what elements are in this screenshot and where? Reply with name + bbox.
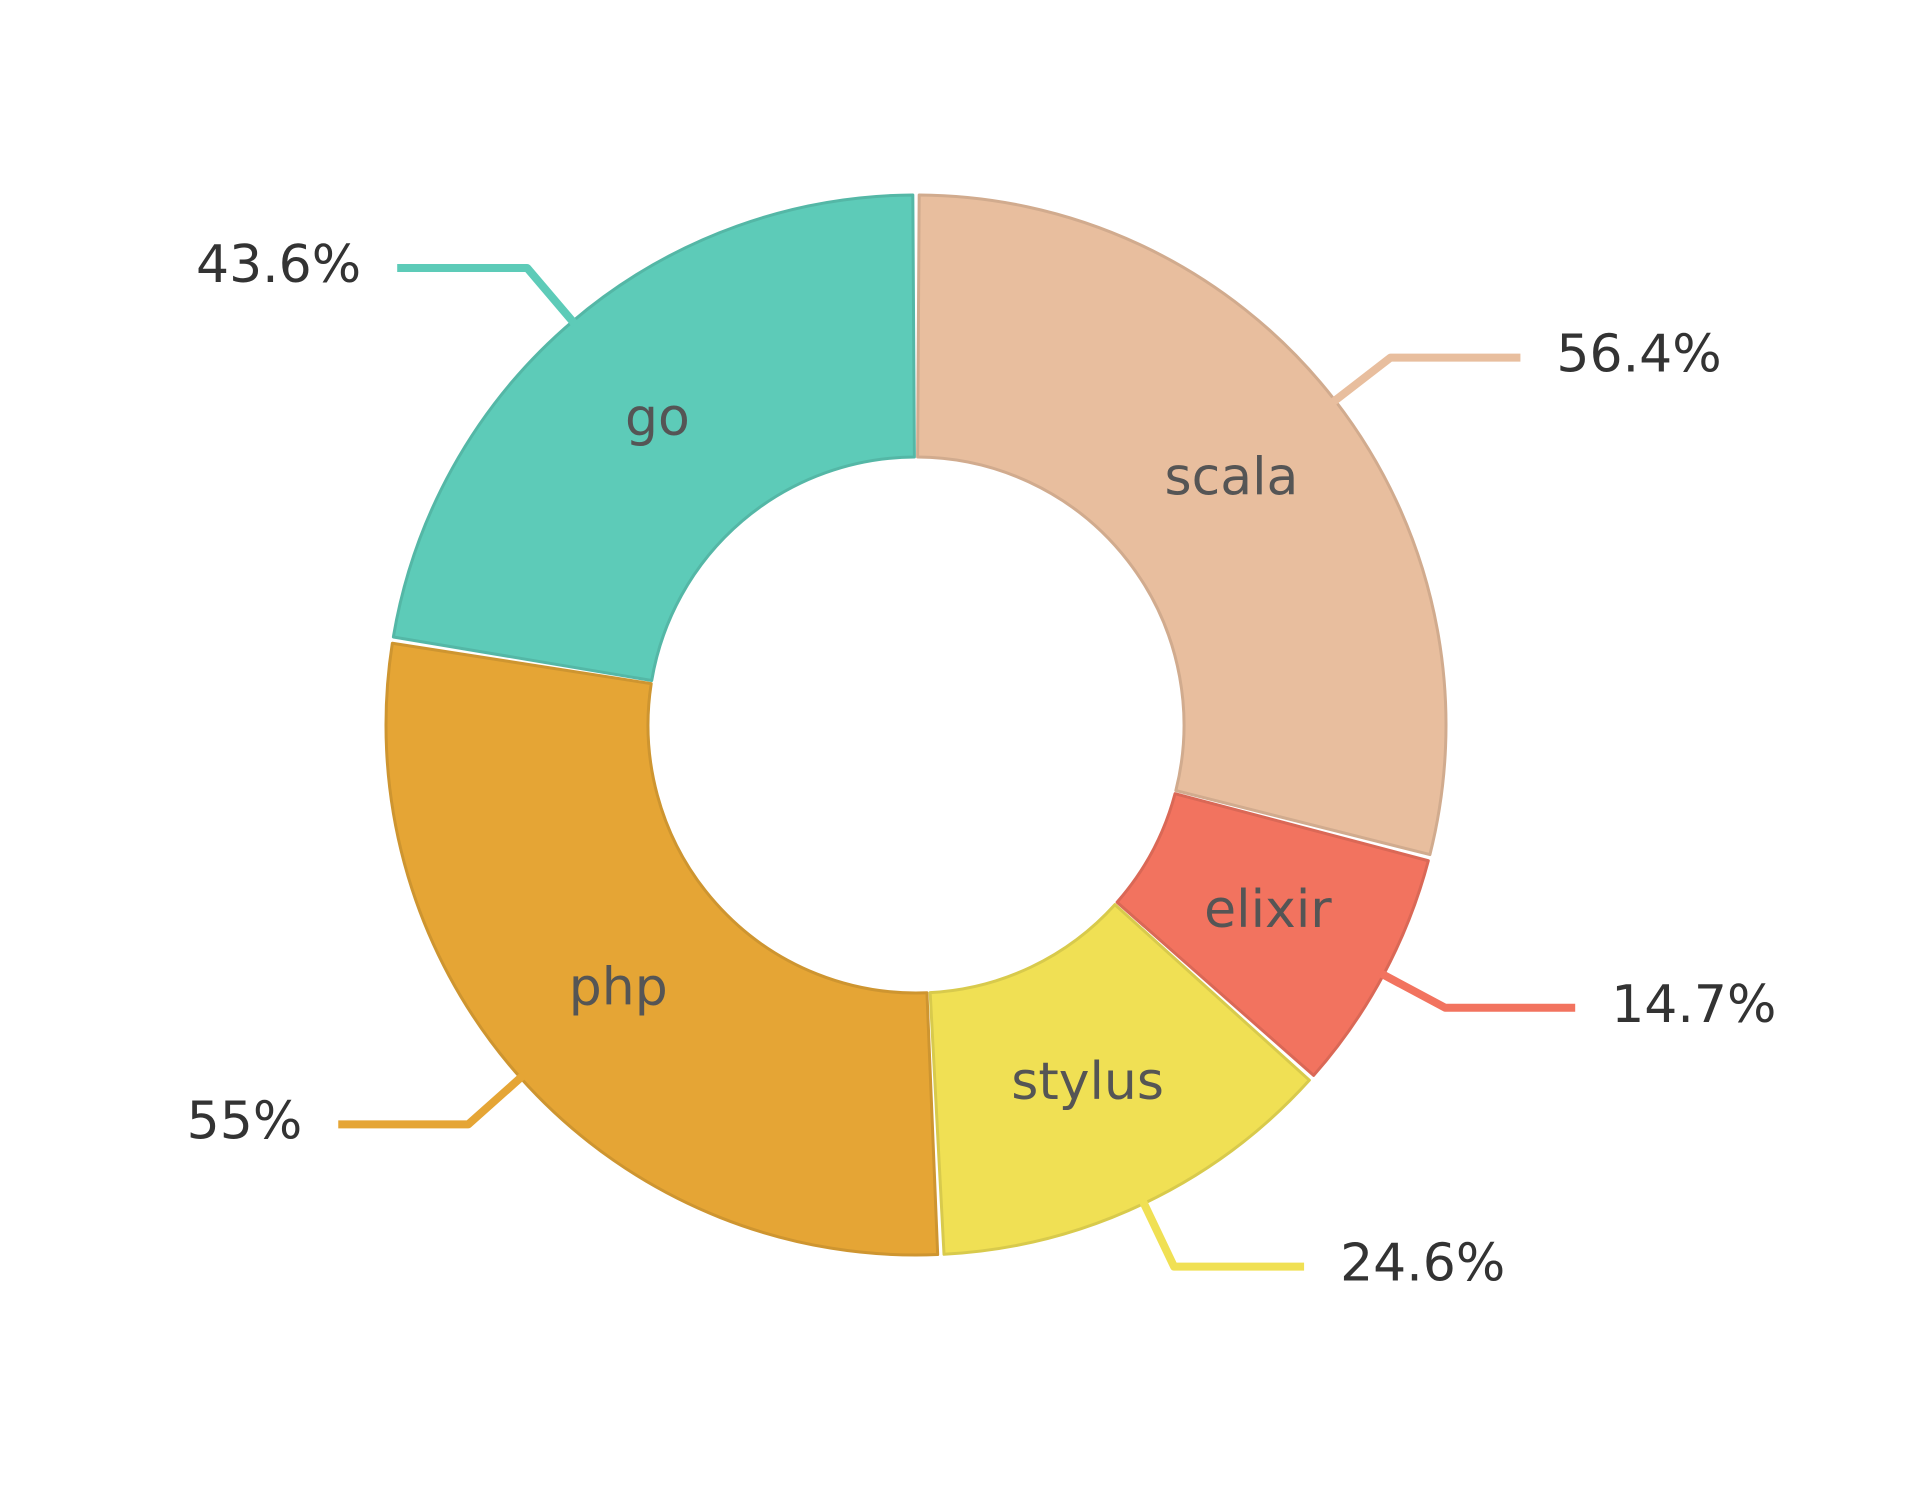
slice-stylus[interactable]: [928, 903, 1311, 1256]
slice-label-elixir: elixir: [1204, 880, 1332, 940]
value-label-go: 43.6%: [196, 235, 361, 295]
leader-line-scala: [1329, 353, 1521, 407]
value-label-elixir: 14.7%: [1611, 975, 1776, 1035]
slice-label-stylus: stylus: [1011, 1052, 1164, 1112]
leader-line-go: [397, 264, 579, 327]
slice-label-php: php: [569, 958, 668, 1018]
labels-layer: scala 56.4% elixir 14.7% stylus 24.6% php 55% go…: [187, 235, 1777, 1294]
slice-php[interactable]: [384, 641, 940, 1257]
leader-line-php: [338, 1072, 527, 1129]
value-label-stylus: 24.6%: [1340, 1234, 1505, 1294]
slice-label-scala: scala: [1165, 448, 1299, 508]
leader-line-elixir: [1378, 969, 1576, 1012]
slice-label-go: go: [625, 388, 690, 448]
leader-lines-layer: [338, 264, 1576, 1271]
value-label-scala: 56.4%: [1556, 325, 1721, 385]
leader-line-stylus: [1138, 1198, 1305, 1271]
slices-layer: [384, 193, 1448, 1257]
value-label-php: 55%: [187, 1091, 303, 1151]
slice-scala[interactable]: [916, 193, 1448, 857]
slice-elixir[interactable]: [1115, 792, 1430, 1077]
slice-go[interactable]: [391, 193, 916, 682]
